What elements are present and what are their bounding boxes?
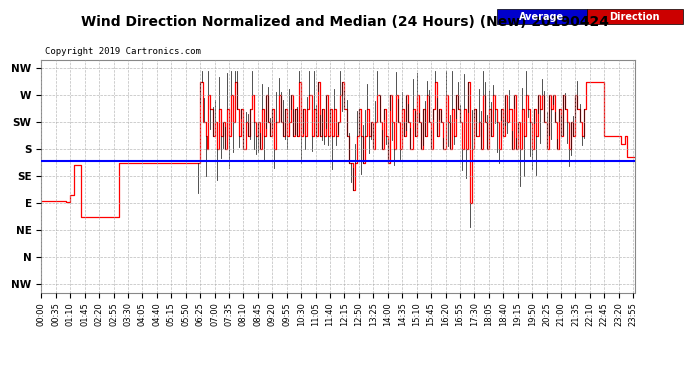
- Text: Direction: Direction: [609, 12, 660, 22]
- Text: Copyright 2019 Cartronics.com: Copyright 2019 Cartronics.com: [45, 47, 201, 56]
- Text: Wind Direction Normalized and Median (24 Hours) (New) 20190424: Wind Direction Normalized and Median (24…: [81, 15, 609, 29]
- Text: Average: Average: [519, 12, 564, 22]
